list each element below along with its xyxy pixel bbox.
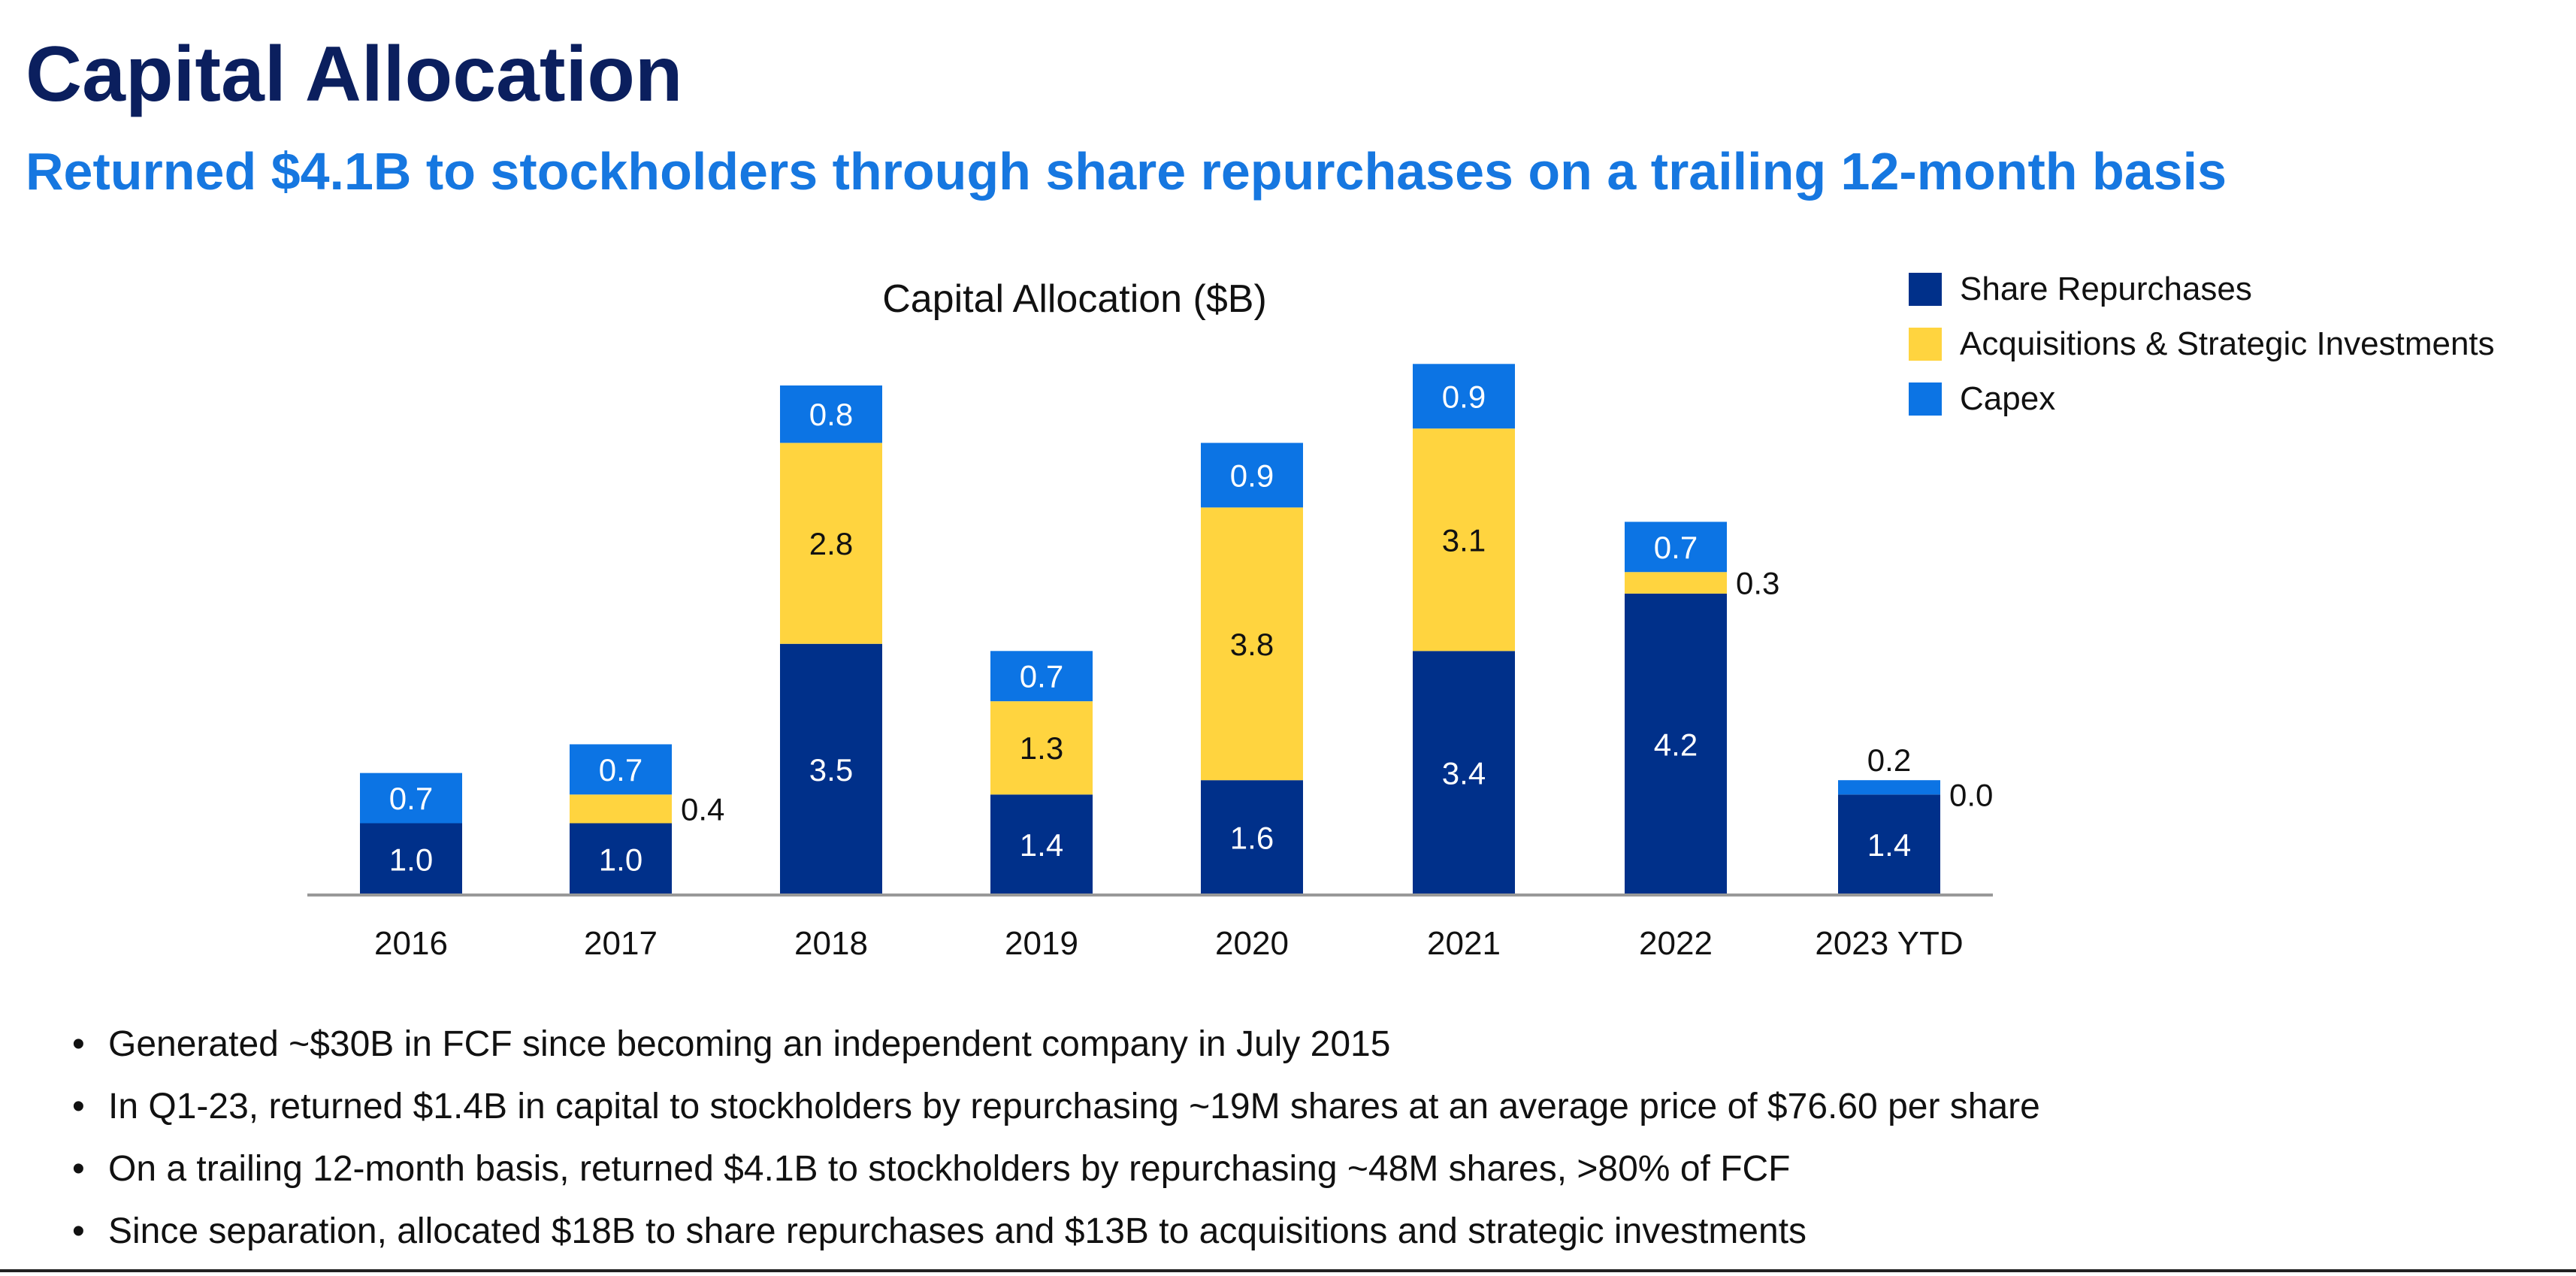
- bar-segment-capex: [360, 773, 462, 824]
- bar-segment-share: [360, 823, 462, 895]
- bar-stack-2016: 1.0 0.7: [360, 773, 462, 895]
- x-tick-label: 2016: [374, 925, 448, 962]
- chart-title: Capital Allocation ($B): [882, 277, 1267, 321]
- data-label: 1.0: [389, 842, 433, 877]
- data-label: 0.7: [1654, 530, 1698, 565]
- legend-swatch: [1909, 273, 1942, 306]
- bullet-text: Generated ~$30B in FCF since becoming an…: [108, 1024, 1391, 1064]
- bullet-dot-icon: •: [72, 1149, 85, 1189]
- bar-stack-2019: 1.4 1.3 0.7: [990, 651, 1093, 895]
- x-tick-label: 2019: [1005, 925, 1078, 962]
- bar-segment-acquisitions: [1625, 572, 1727, 594]
- bullet-item: • On a trailing 12-month basis, returned …: [72, 1143, 2040, 1205]
- bar-segment-capex: [780, 385, 882, 443]
- bar-segment-acquisitions: [1413, 428, 1515, 652]
- data-label: 3.5: [809, 752, 853, 788]
- bottom-divider: [0, 1269, 2576, 1272]
- x-tick-label: 2018: [794, 925, 868, 962]
- data-label: 0.9: [1230, 458, 1274, 493]
- legend-item: Capex: [1909, 380, 2055, 417]
- bullet-dot-icon: •: [72, 1024, 85, 1064]
- bar-stack-2018: 3.5 2.8 0.8: [780, 385, 882, 895]
- legend-label: Share Repurchases: [1960, 271, 2252, 307]
- data-label: 2.8: [809, 526, 853, 561]
- bullet-item: • Since separation, allocated $18B to sha…: [72, 1205, 2040, 1268]
- bullet-text: In Q1-23, returned $1.4B in capital to s…: [108, 1087, 2040, 1126]
- bullet-item: • In Q1-23, returned $1.4B in capital to …: [72, 1081, 2040, 1143]
- bar-segment-capex: [1413, 364, 1515, 429]
- data-label: 3.4: [1442, 756, 1486, 791]
- data-label: 4.2: [1654, 727, 1698, 762]
- data-label: 1.4: [1867, 827, 1911, 863]
- data-label: 0.3: [1736, 566, 1779, 601]
- bar-segment-share: [1625, 593, 1727, 895]
- bullet-dot-icon: •: [72, 1087, 85, 1126]
- data-label: 0.7: [599, 752, 642, 788]
- bar-segment-capex: [990, 651, 1093, 702]
- data-label: 0.0: [1949, 777, 1993, 812]
- x-tick-label: 2022: [1639, 925, 1713, 962]
- bar-segment-share: [570, 823, 672, 895]
- bar-segment-share: [1413, 651, 1515, 895]
- bar-segment-capex: [570, 744, 672, 795]
- x-tick-label: 2023 YTD: [1815, 925, 1963, 962]
- data-label: 0.9: [1442, 379, 1486, 414]
- data-label: 3.1: [1442, 522, 1486, 558]
- data-label: 1.3: [1020, 730, 1063, 766]
- bar-stack-2022: 4.2 0.3 0.7: [1625, 522, 1779, 895]
- data-label: 0.2: [1867, 742, 1911, 778]
- data-label: 3.8: [1230, 627, 1274, 662]
- bar-segment-capex: [1201, 443, 1303, 508]
- bar-stack-2023-ytd: 1.4 0.0 0.2: [1838, 742, 1993, 895]
- bar-stack-2020: 1.6 3.8 0.9: [1201, 443, 1303, 895]
- bar-segment-acquisitions: [990, 701, 1093, 795]
- data-label: 0.4: [681, 791, 724, 827]
- bullet-text: On a trailing 12-month basis, returned $…: [108, 1149, 1791, 1189]
- bar-segment-acquisitions: [570, 794, 672, 824]
- x-tick-label: 2017: [584, 925, 658, 962]
- page-subtitle: Returned $4.1B to stockholders through s…: [26, 142, 2227, 201]
- data-label: 0.7: [1020, 659, 1063, 694]
- bullet-text: Since separation, allocated $18B to shar…: [108, 1211, 1807, 1251]
- x-tick-label: 2020: [1215, 925, 1289, 962]
- data-label: 0.7: [389, 781, 433, 816]
- x-tick-label: 2021: [1427, 925, 1501, 962]
- bar-segment-share: [1201, 780, 1303, 895]
- legend-item: Acquisitions & Strategic Investments: [1909, 325, 2495, 362]
- data-label: 0.8: [809, 397, 853, 432]
- bullet-item: • Generated ~$30B in FCF since becoming a…: [72, 1018, 2040, 1081]
- bullet-list: • Generated ~$30B in FCF since becoming a…: [72, 1018, 2040, 1268]
- legend-label: Acquisitions & Strategic Investments: [1960, 325, 2495, 362]
- page-title: Capital Allocation: [26, 31, 683, 118]
- bar-segment-share: [990, 794, 1093, 895]
- bar-segment-acquisitions: [780, 443, 882, 644]
- data-label: 1.0: [599, 842, 642, 877]
- bar-segment-acquisitions: [1201, 507, 1303, 781]
- bar-stack-2021: 3.4 3.1 0.9: [1413, 364, 1515, 895]
- bar-segment-share: [780, 643, 882, 895]
- data-label: 1.4: [1020, 827, 1063, 863]
- bar-segment-share: [1838, 794, 1940, 895]
- bar-segment-capex: [1838, 780, 1940, 795]
- legend-swatch: [1909, 328, 1942, 361]
- bar-segment-capex: [1625, 522, 1727, 573]
- capital-allocation-chart: Capital Allocation ($B) 1.0 0.7 2016 1.0 0.4…: [307, 271, 2495, 962]
- data-label: 1.6: [1230, 821, 1274, 856]
- legend-label: Capex: [1960, 380, 2055, 417]
- legend-swatch: [1909, 382, 1942, 416]
- legend-item: Share Repurchases: [1909, 271, 2252, 307]
- bar-stack-2017: 1.0 0.4 0.7: [570, 744, 724, 895]
- bullet-dot-icon: •: [72, 1211, 85, 1251]
